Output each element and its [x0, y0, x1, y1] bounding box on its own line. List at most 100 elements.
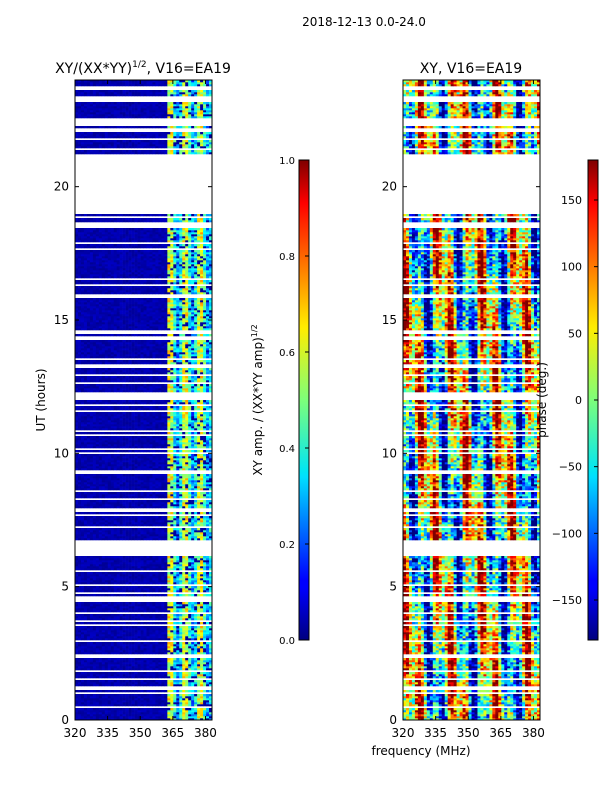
amplitude-heatmap-cell — [206, 594, 210, 597]
amplitude-heatmap-cell — [170, 506, 174, 509]
amplitude-heatmap-cell — [131, 680, 135, 683]
amplitude-heatmap-cell — [110, 710, 115, 713]
amplitude-heatmap-cell — [113, 622, 117, 625]
amplitude-heatmap-cell — [83, 506, 88, 509]
amplitude-heatmap-cell — [161, 488, 165, 491]
amplitude-heatmap-cell — [170, 558, 174, 561]
amplitude-heatmap-cell — [86, 608, 91, 611]
amplitude-heatmap-cell — [152, 710, 156, 713]
amplitude-heatmap-cell — [194, 586, 198, 589]
amplitude-heatmap-cell — [86, 622, 91, 625]
amplitude-heatmap-cell — [200, 694, 204, 697]
amplitude-heatmap-cell — [131, 642, 135, 645]
amplitude-heatmap-cell — [128, 694, 132, 697]
amplitude-heatmap-cell — [134, 714, 138, 717]
amplitude-heatmap-cell — [200, 456, 204, 459]
amplitude-heatmap-cell — [80, 694, 85, 697]
amplitude-heatmap-cell — [134, 664, 138, 667]
amplitude-heatmap-cell — [173, 444, 177, 447]
amplitude-heatmap-cell — [101, 572, 106, 575]
amplitude-heatmap-cell — [185, 532, 189, 535]
amplitude-heatmap-cell — [155, 502, 159, 505]
amplitude-heatmap-cell — [77, 566, 82, 569]
amplitude-heatmap-cell — [152, 502, 156, 505]
amplitude-heatmap-cell — [143, 618, 147, 621]
amplitude-heatmap-cell — [125, 572, 129, 575]
amplitude-heatmap-cell — [101, 660, 106, 663]
amplitude-heatmap-cell — [89, 558, 94, 561]
amplitude-heatmap-cell — [173, 658, 177, 661]
amplitude-heatmap-cell — [140, 698, 144, 701]
amplitude-heatmap-cell — [83, 666, 88, 669]
amplitude-heatmap-cell — [176, 512, 180, 515]
amplitude-heatmap-cell — [83, 522, 88, 525]
amplitude-heatmap-cell — [200, 460, 204, 463]
amplitude-heatmap-cell — [203, 446, 207, 449]
amplitude-heatmap-cell — [176, 516, 180, 519]
amplitude-heatmap-cell — [95, 700, 100, 703]
amplitude-heatmap-cell — [95, 614, 100, 617]
amplitude-heatmap-cell — [119, 468, 123, 471]
amplitude-heatmap-cell — [146, 610, 150, 613]
amplitude-heatmap-cell — [137, 560, 141, 563]
amplitude-heatmap-cell — [164, 614, 168, 617]
amplitude-heatmap-cell — [179, 482, 183, 485]
amplitude-heatmap-cell — [77, 626, 82, 629]
amplitude-heatmap-cell — [75, 456, 79, 459]
amplitude-heatmap-cell — [137, 580, 141, 583]
amplitude-heatmap-cell — [203, 572, 207, 575]
amplitude-heatmap-cell — [137, 506, 141, 509]
amplitude-heatmap-cell — [119, 522, 123, 525]
amplitude-heatmap-cell — [107, 714, 112, 717]
amplitude-heatmap-cell — [170, 538, 174, 541]
amplitude-heatmap-cell — [137, 460, 141, 463]
amplitude-heatmap-cell — [146, 668, 150, 671]
amplitude-heatmap-cell — [173, 618, 177, 621]
amplitude-heatmap-cell — [188, 696, 192, 699]
amplitude-heatmap-cell — [107, 516, 112, 519]
amplitude-heatmap-cell — [188, 586, 192, 589]
amplitude-heatmap-cell — [83, 518, 88, 521]
amplitude-heatmap-cell — [75, 630, 79, 633]
amplitude-heatmap-cell — [75, 638, 79, 641]
amplitude-heatmap-cell — [149, 576, 153, 579]
amplitude-heatmap-cell — [206, 484, 210, 487]
amplitude-heatmap-cell — [134, 588, 138, 591]
amplitude-heatmap-cell — [116, 702, 120, 705]
amplitude-heatmap-cell — [75, 432, 79, 435]
amplitude-heatmap-cell — [92, 512, 97, 515]
amplitude-heatmap-cell — [75, 642, 79, 645]
amplitude-heatmap-cell — [167, 480, 171, 483]
amplitude-heatmap-cell — [176, 602, 180, 605]
amplitude-heatmap-cell — [134, 638, 138, 641]
amplitude-heatmap-cell — [185, 432, 189, 435]
amplitude-heatmap-cell — [149, 534, 153, 537]
amplitude-heatmap-cell — [209, 708, 212, 711]
amplitude-heatmap-cell — [113, 566, 117, 569]
amplitude-heatmap-cell — [176, 576, 180, 579]
amplitude-heatmap-cell — [197, 652, 201, 655]
amplitude-heatmap-cell — [134, 482, 138, 485]
amplitude-heatmap-cell — [80, 638, 85, 641]
amplitude-heatmap-cell — [164, 486, 168, 489]
amplitude-heatmap-cell — [164, 506, 168, 509]
amplitude-heatmap-cell — [176, 520, 180, 523]
amplitude-heatmap-cell — [209, 652, 212, 655]
amplitude-heatmap-cell — [146, 488, 150, 491]
amplitude-heatmap-cell — [134, 626, 138, 629]
amplitude-heatmap-cell — [116, 428, 120, 431]
amplitude-heatmap-cell — [110, 576, 115, 579]
amplitude-heatmap-cell — [167, 482, 171, 485]
amplitude-heatmap-cell — [164, 456, 168, 459]
amplitude-heatmap-cell — [197, 564, 201, 567]
amplitude-heatmap-cell — [125, 616, 129, 619]
amplitude-heatmap-cell — [191, 684, 195, 687]
amplitude-heatmap-cell — [80, 606, 85, 609]
amplitude-heatmap-cell — [92, 530, 97, 533]
amplitude-heatmap-cell — [170, 716, 174, 719]
amplitude-heatmap-cell — [125, 648, 129, 651]
amplitude-heatmap-cell — [209, 454, 212, 457]
amplitude-heatmap-cell — [206, 522, 210, 525]
amplitude-heatmap-cell — [149, 582, 153, 585]
amplitude-heatmap-cell — [92, 440, 97, 443]
